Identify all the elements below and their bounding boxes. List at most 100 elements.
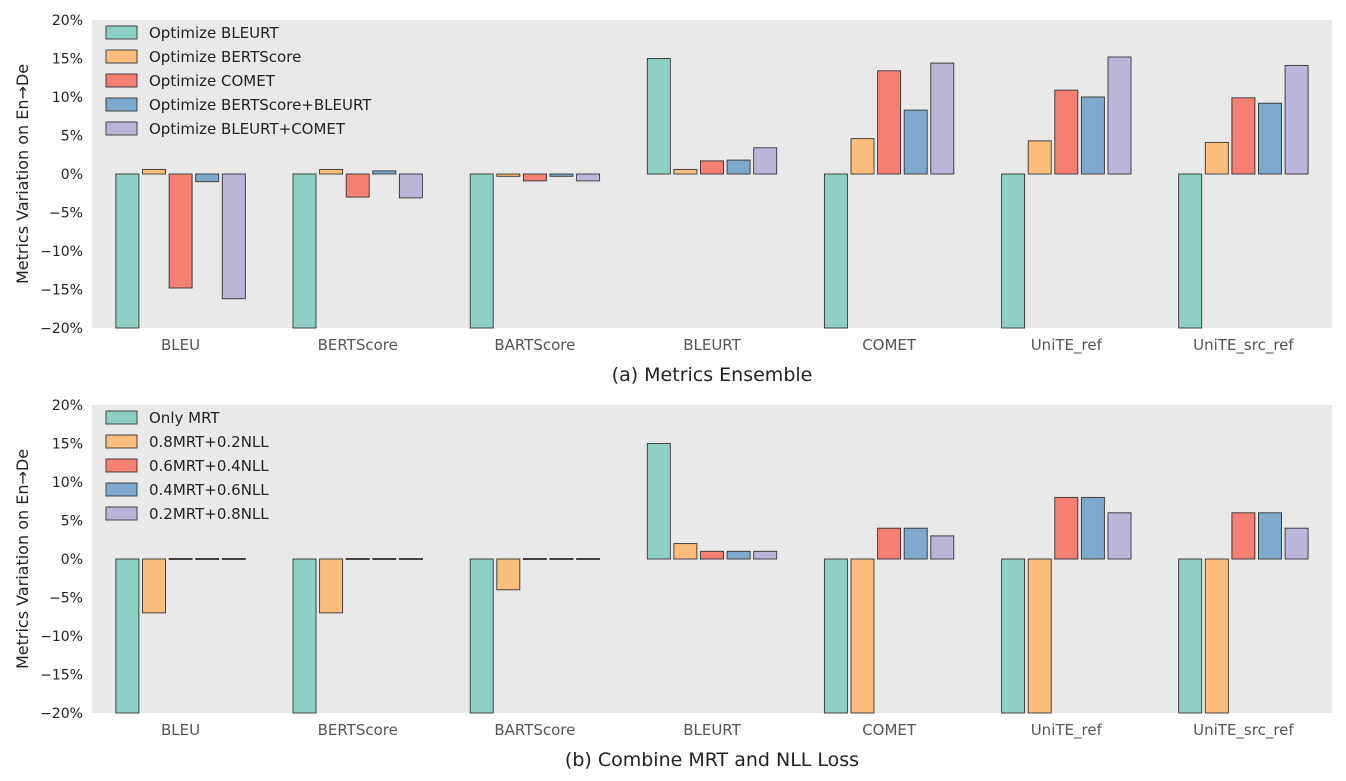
- bar-optimize-comet-unite-ref: [1054, 89, 1079, 175]
- x-tick-label: BLEU: [161, 721, 200, 739]
- bar-optimize-comet-bleu: [168, 173, 193, 289]
- y-tick-label: −15%: [40, 283, 83, 299]
- bar-optimize-bertscore-bleurt-bleurt: [726, 159, 751, 175]
- legend-label: 0.4MRT+0.6NLL: [149, 481, 269, 499]
- bar-optimize-bertscore-bertscore: [319, 168, 344, 175]
- bar-optimize-bleurt-comet-bartscore: [576, 173, 601, 182]
- legend-label: Optimize BLEURT+COMET: [149, 120, 346, 138]
- legend-swatch-optimize-bleurt: [105, 25, 138, 40]
- y-tick-label: −15%: [40, 668, 83, 684]
- bar-only-mrt-comet: [823, 558, 848, 714]
- legend-label: 0.6MRT+0.4NLL: [149, 457, 269, 475]
- bar-optimize-bertscore-bleurt-unite-src-ref: [1258, 102, 1282, 175]
- y-tick-label: 0%: [61, 552, 83, 568]
- y-tick-label: −5%: [49, 206, 83, 222]
- chart-combine-mrt-nll: −20% −15% −10% −5% 0% 5% 10% 15% 20% Metrics Vari…: [13, 398, 1332, 740]
- bar-only-mrt-bartscore: [469, 558, 494, 714]
- bar-only-mrt-bertscore: [292, 558, 317, 714]
- bar-0-6mrt-0-4nll-unite-ref: [1054, 496, 1079, 560]
- x-tick-label: BERTScore: [318, 721, 398, 739]
- x-tick-label: BLEURT: [683, 336, 741, 354]
- bar-optimize-bleurt-bartscore: [469, 173, 494, 329]
- y-tick-label: 15%: [52, 437, 83, 453]
- legend-label: Optimize COMET: [149, 72, 276, 90]
- bar-0-4mrt-0-6nll-unite-ref: [1080, 496, 1105, 560]
- legend-swatch-optimize-comet: [105, 73, 138, 88]
- bar-optimize-bleurt-comet: [823, 173, 848, 329]
- bar-optimize-bleurt-comet-bertscore: [398, 173, 423, 199]
- bar-optimize-bertscore-bleurt: [673, 168, 698, 175]
- bar-optimize-bleurt-comet-unite-src-ref: [1284, 64, 1309, 175]
- bar-optimize-comet-unite-src-ref: [1231, 97, 1256, 175]
- bar-0-4mrt-0-6nll-bertscore: [372, 558, 397, 560]
- x-tick-label: BLEU: [161, 336, 200, 354]
- x-tick-label: COMET: [862, 336, 917, 354]
- bar-optimize-bertscore-bleurt-bleu: [195, 173, 220, 183]
- bar-only-mrt-unite-ref: [1001, 558, 1026, 714]
- bar-optimize-bertscore-bartscore: [496, 173, 521, 177]
- bar-optimize-bertscore-unite-ref: [1027, 140, 1052, 175]
- bar-0-6mrt-0-4nll-bartscore: [522, 558, 547, 560]
- legend-swatch-0-4mrt-0-6nll: [105, 482, 138, 497]
- x-tick-label: UniTE_ref: [1031, 336, 1103, 355]
- bar-0-6mrt-0-4nll-unite-src-ref: [1231, 512, 1256, 560]
- bar-0-6mrt-0-4nll-bleurt: [700, 550, 724, 560]
- bar-only-mrt-unite-src-ref: [1178, 558, 1203, 714]
- y-tick-label: −10%: [40, 244, 83, 260]
- legend-label: Only MRT: [149, 409, 220, 427]
- bar-0-2mrt-0-8nll-bartscore: [576, 558, 601, 560]
- bar-optimize-bleurt-comet-bleu: [221, 173, 246, 300]
- bar-optimize-comet-bartscore: [522, 173, 547, 182]
- x-tick-label: BARTScore: [494, 336, 575, 354]
- y-tick-label: 20%: [52, 13, 83, 29]
- x-tick-label: UniTE_ref: [1031, 721, 1103, 740]
- bar-optimize-bleurt-comet-unite-ref: [1107, 56, 1132, 175]
- legend-label: 0.2MRT+0.8NLL: [149, 505, 269, 523]
- legend-swatch-0-2mrt-0-8nll: [105, 506, 138, 521]
- bar-optimize-bleurt-unite-src-ref: [1178, 173, 1203, 329]
- y-tick-label: 10%: [52, 475, 83, 491]
- bar-0-4mrt-0-6nll-unite-src-ref: [1258, 512, 1282, 560]
- bar-only-mrt-bleu: [115, 558, 140, 714]
- bar-optimize-bertscore-bleurt-comet: [903, 109, 928, 175]
- bar-optimize-bleurt-comet-bleurt: [753, 147, 778, 175]
- legend-swatch-optimize-bertscore: [105, 49, 138, 64]
- legend-swatch-optimize-bleurt-comet: [105, 121, 138, 136]
- bar-0-2mrt-0-8nll-bertscore: [398, 558, 423, 560]
- bar-0-8mrt-0-2nll-bartscore: [496, 558, 521, 591]
- bar-0-8mrt-0-2nll-bleu: [142, 558, 166, 614]
- legend-swatch-0-6mrt-0-4nll: [105, 458, 138, 473]
- x-tick-label: UniTE_src_ref: [1193, 336, 1294, 355]
- y-tick-label: 5%: [61, 129, 83, 145]
- y-tick-label: 0%: [61, 167, 83, 183]
- bar-optimize-bleurt-comet-comet: [930, 62, 955, 175]
- panel-caption-b: (b) Combine MRT and NLL Loss: [564, 749, 860, 771]
- bar-0-4mrt-0-6nll-comet: [903, 527, 928, 560]
- bar-optimize-bertscore-bleurt-bartscore: [549, 173, 574, 177]
- legend-swatch-only-mrt: [105, 410, 138, 425]
- panel-caption-a: (a) Metrics Ensemble: [611, 364, 813, 386]
- legend: Only MRT 0.8MRT+0.2NLL 0.6MRT+0.4NLL 0.4MRT…: [105, 409, 269, 523]
- y-tick-label: −20%: [40, 706, 83, 722]
- x-tick-label: UniTE_src_ref: [1193, 721, 1294, 740]
- bar-optimize-bertscore-unite-src-ref: [1204, 141, 1229, 175]
- y-tick-label: 20%: [52, 398, 83, 414]
- y-tick-label: −10%: [40, 629, 83, 645]
- y-tick-label: 15%: [52, 52, 83, 68]
- bar-optimize-bertscore-bleurt-bertscore: [372, 170, 397, 175]
- bar-optimize-bertscore-comet: [850, 138, 875, 175]
- x-tick-label: COMET: [862, 721, 917, 739]
- bar-optimize-bleurt-unite-ref: [1001, 173, 1026, 329]
- x-tick-label: BERTScore: [318, 336, 398, 354]
- bar-optimize-bleurt-bleurt: [646, 58, 671, 175]
- y-axis-label: Metrics Variation on En→De: [13, 449, 32, 669]
- bar-0-8mrt-0-2nll-unite-ref: [1027, 558, 1052, 714]
- bar-optimize-bleurt-bleu: [115, 173, 140, 329]
- y-axis-label: Metrics Variation on En→De: [13, 64, 32, 284]
- y-tick-label: −5%: [49, 591, 83, 607]
- bar-0-2mrt-0-8nll-unite-ref: [1107, 512, 1132, 560]
- y-tick-label: 5%: [61, 514, 83, 530]
- bar-0-8mrt-0-2nll-unite-src-ref: [1204, 558, 1229, 714]
- bar-0-6mrt-0-4nll-comet: [877, 527, 902, 560]
